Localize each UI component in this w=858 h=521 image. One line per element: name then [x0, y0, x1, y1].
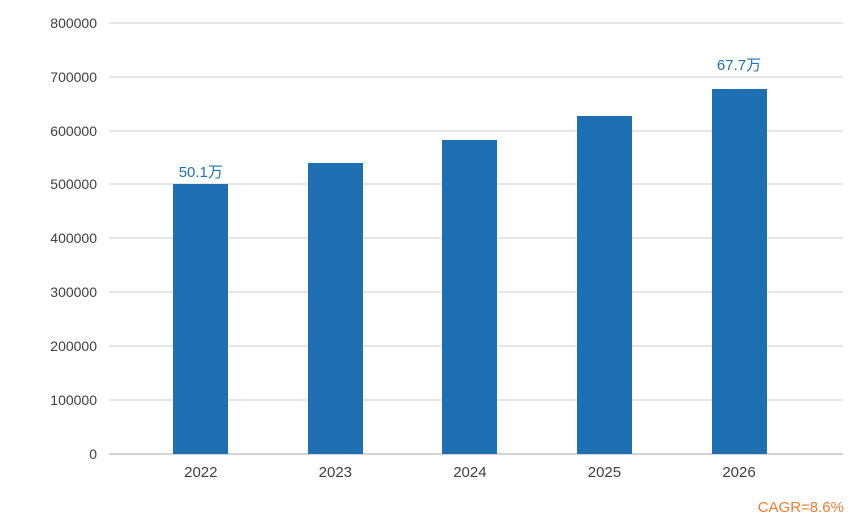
y-tick-label: 0 [89, 446, 97, 462]
y-tick-label: 700000 [50, 68, 97, 85]
bar-2023 [307, 162, 363, 454]
y-tick-label: 500000 [50, 176, 97, 193]
bar-2026 [711, 89, 767, 454]
x-tick-label-2025: 2025 [587, 464, 622, 481]
y-tick-label: 600000 [50, 122, 97, 139]
gridline-800000 [109, 21, 843, 24]
gridline-600000 [109, 129, 843, 132]
bar-value-label-2026: 67.7万 [716, 57, 762, 74]
bar-2024 [442, 140, 498, 454]
gridline-700000 [109, 75, 843, 78]
y-tick-label: 200000 [50, 338, 97, 355]
x-axis-line [109, 453, 843, 455]
x-tick-label-2026: 2026 [722, 464, 756, 481]
y-axis-tick-labels: 0 100000 200000 300000 400000 500000 600000 700… [0, 0, 97, 521]
y-tick-label: 300000 [50, 284, 97, 301]
y-tick-label: 100000 [50, 392, 97, 409]
x-tick-label-2023: 2023 [318, 464, 353, 481]
y-tick-label: 400000 [50, 230, 97, 247]
x-tick-label-2022: 2022 [184, 464, 218, 481]
bar-2025 [576, 115, 632, 454]
x-tick-label-2024: 2024 [453, 464, 487, 481]
y-tick-label: 800000 [50, 14, 97, 31]
bar-2022 [173, 183, 229, 454]
cagr-annotation: CAGR=8.6% [757, 499, 844, 516]
bar-value-label-2022: 50.1万 [178, 163, 223, 181]
